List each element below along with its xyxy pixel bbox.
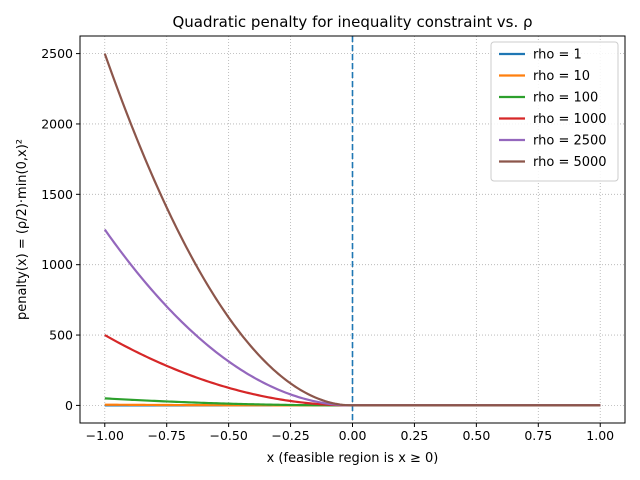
- x-tick-label: 0.25: [401, 428, 429, 443]
- legend-label: rho = 10: [533, 69, 590, 84]
- series-line-6: [103, 53, 601, 407]
- x-tick-label: 0.00: [339, 428, 367, 443]
- x-tick-label: 0.50: [462, 428, 490, 443]
- legend: rho = 1 rho = 10 rho = 100 rho = 1000 rho = …: [490, 41, 619, 182]
- y-tick-label: 0: [65, 398, 73, 413]
- chart-title: Quadratic penalty for inequality constra…: [172, 13, 532, 31]
- legend-label: rho = 1000: [533, 112, 607, 127]
- y-tick-label: 2500: [41, 46, 73, 61]
- x-tick-label: −0.50: [209, 428, 247, 443]
- y-tick-label: 1000: [41, 257, 73, 272]
- legend-label: rho = 100: [533, 91, 598, 106]
- legend-box: [490, 41, 619, 182]
- y-axis-label: penalty(x) = (ρ/2)·min(0,x)²: [15, 139, 30, 320]
- x-tick-label: −0.75: [148, 428, 186, 443]
- series-group: [103, 53, 601, 407]
- x-tick-label: −1.00: [86, 428, 124, 443]
- x-tick-label: 1.00: [586, 428, 614, 443]
- y-tick-label: 1500: [41, 187, 73, 202]
- x-axis-label: x (feasible region is x ≥ 0): [267, 451, 439, 466]
- legend-label: rho = 1: [533, 48, 582, 63]
- x-tick-label: 0.75: [524, 428, 552, 443]
- axis-ticks: −1.00 −0.75 −0.50 −0.25 0.00 0.25 0.50 0.75 1.00…: [41, 46, 614, 443]
- legend-label: rho = 2500: [533, 134, 607, 149]
- y-tick-label: 500: [49, 328, 73, 343]
- y-tick-label: 2000: [41, 116, 73, 131]
- legend-label: rho = 5000: [533, 155, 607, 170]
- x-tick-label: −0.25: [271, 428, 309, 443]
